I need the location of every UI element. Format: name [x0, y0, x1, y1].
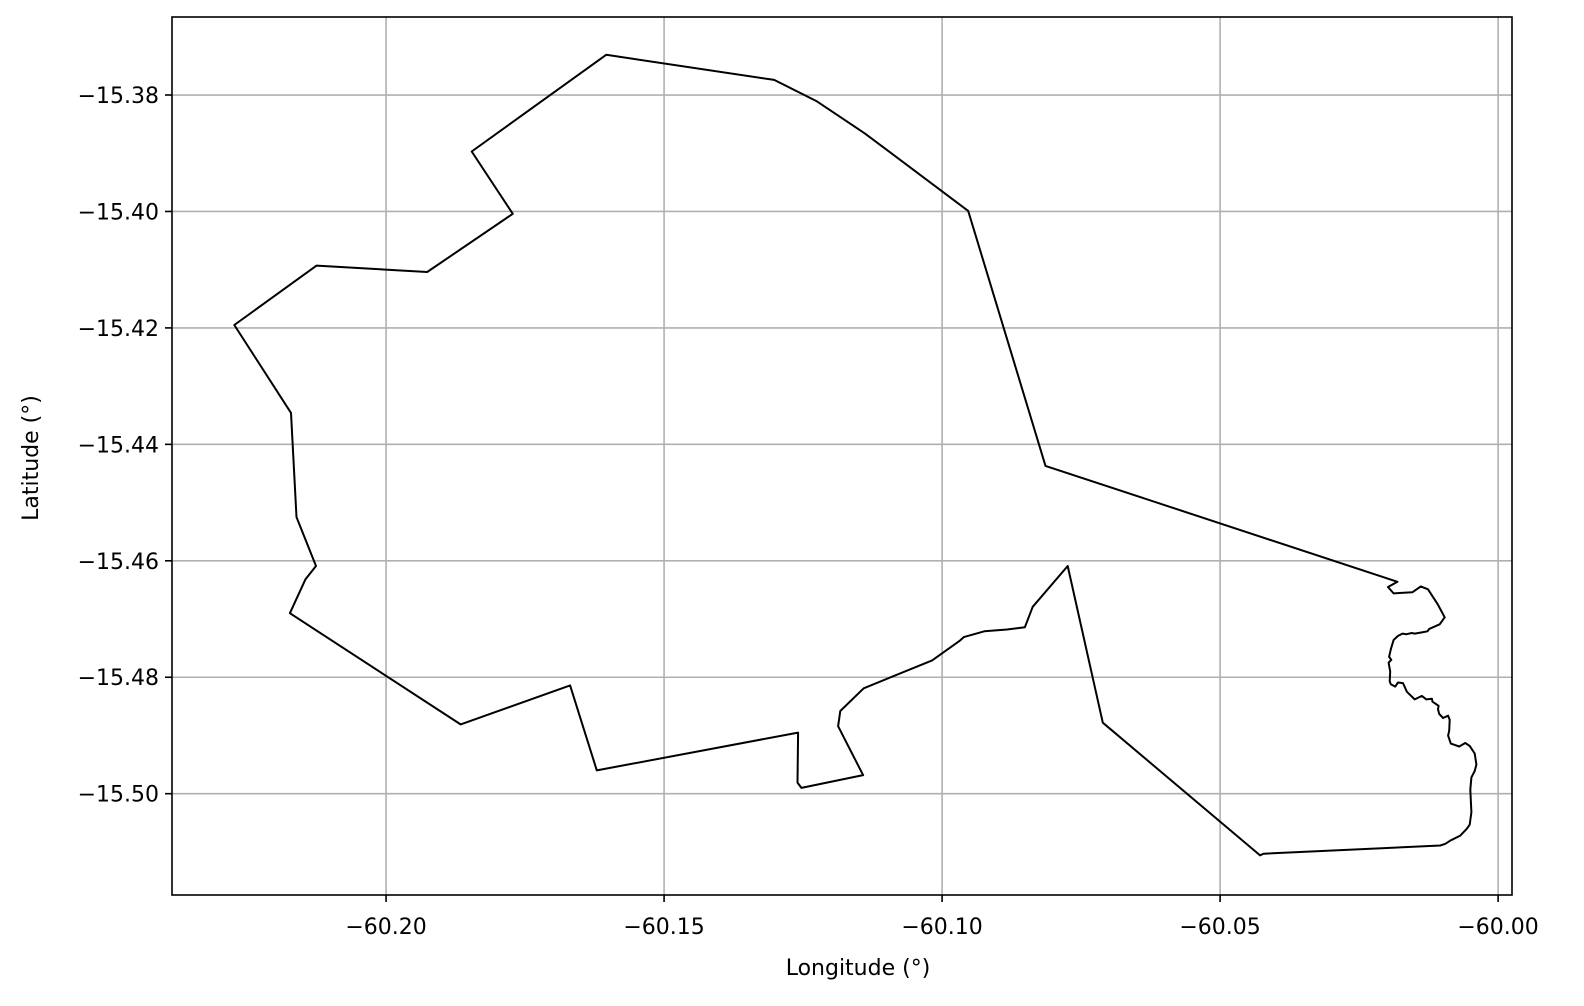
y-tick-label: −15.44: [78, 433, 159, 458]
x-tick-label: −60.05: [1179, 915, 1260, 940]
boundary-outline: [233, 53, 1478, 857]
y-tick-label: −15.46: [78, 550, 159, 575]
axes-frame: [171, 16, 1513, 896]
x-tick-label: −60.00: [1457, 915, 1538, 940]
y-tick-label: −15.50: [78, 783, 159, 808]
y-axis-label: Latitude (°): [19, 395, 44, 521]
x-axis-ticks: −60.20 −60.15 −60.10 −60.05 −60.00: [345, 895, 1539, 940]
y-axis-ticks: −15.38 −15.40 −15.42 −15.44 −15.46 −15.48 −15.…: [78, 84, 172, 808]
grid-lines: [172, 17, 1512, 895]
x-tick-label: −60.20: [345, 915, 426, 940]
y-tick-label: −15.38: [78, 84, 159, 109]
x-tick-label: −60.15: [623, 915, 704, 940]
y-tick-label: −15.42: [78, 317, 159, 342]
x-tick-label: −60.10: [901, 915, 982, 940]
x-axis-label: Longitude (°): [786, 956, 931, 981]
y-tick-label: −15.48: [78, 666, 159, 691]
y-tick-label: −15.40: [78, 200, 159, 225]
